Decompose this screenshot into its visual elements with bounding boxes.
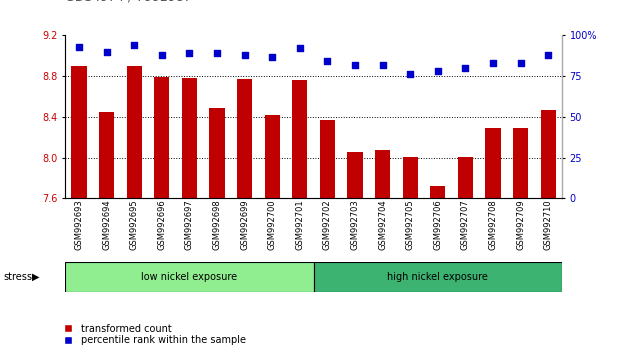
Point bbox=[184, 51, 194, 56]
Bar bbox=[99, 112, 114, 198]
Point bbox=[350, 62, 360, 68]
Point bbox=[74, 44, 84, 50]
Bar bbox=[347, 153, 363, 198]
Bar bbox=[209, 108, 225, 198]
Bar bbox=[182, 78, 197, 198]
Text: GDS4974 / 7992987: GDS4974 / 7992987 bbox=[65, 0, 192, 4]
Bar bbox=[154, 77, 170, 198]
Point bbox=[129, 42, 139, 48]
Bar bbox=[458, 156, 473, 198]
Point bbox=[515, 60, 525, 66]
Point bbox=[157, 52, 167, 58]
Text: high nickel exposure: high nickel exposure bbox=[388, 272, 488, 282]
Text: ▶: ▶ bbox=[32, 272, 40, 282]
Bar bbox=[71, 66, 86, 198]
Bar bbox=[430, 186, 445, 198]
Bar bbox=[265, 115, 280, 198]
Bar bbox=[320, 120, 335, 198]
Bar bbox=[237, 79, 252, 198]
Bar bbox=[513, 128, 528, 198]
Bar bbox=[541, 110, 556, 198]
Point bbox=[212, 51, 222, 56]
Bar bbox=[486, 128, 501, 198]
Text: low nickel exposure: low nickel exposure bbox=[142, 272, 237, 282]
Bar bbox=[314, 262, 562, 292]
Point bbox=[267, 54, 277, 59]
Point bbox=[406, 72, 415, 77]
Text: stress: stress bbox=[3, 272, 32, 282]
Bar bbox=[375, 150, 390, 198]
Point bbox=[102, 49, 112, 55]
Legend: transformed count, percentile rank within the sample: transformed count, percentile rank withi… bbox=[55, 320, 250, 349]
Point bbox=[378, 62, 388, 68]
Point bbox=[295, 46, 305, 51]
Bar bbox=[65, 262, 314, 292]
Point bbox=[433, 68, 443, 74]
Point bbox=[322, 59, 332, 64]
Point bbox=[240, 52, 250, 58]
Bar bbox=[292, 80, 307, 198]
Point bbox=[543, 52, 553, 58]
Bar bbox=[127, 66, 142, 198]
Point bbox=[460, 65, 470, 71]
Bar bbox=[402, 156, 418, 198]
Point bbox=[488, 60, 498, 66]
